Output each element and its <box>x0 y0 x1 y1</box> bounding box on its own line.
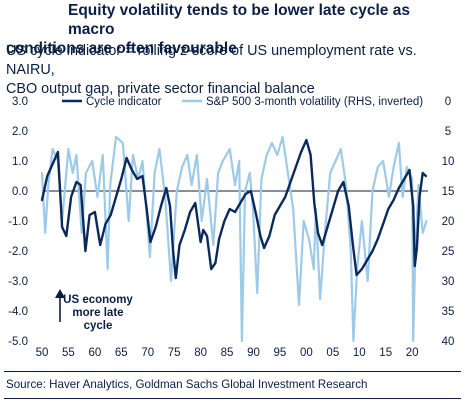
annotation-arrow-icon <box>55 289 65 298</box>
y-left-tick-label: 0.0 <box>12 186 28 198</box>
y-left-tick-label: 2.0 <box>12 126 28 138</box>
chart-title: Equity volatility tends to be lower late… <box>6 1 426 58</box>
series-line-sp500-volatility <box>40 135 428 343</box>
x-tick-label: 80 <box>194 347 207 359</box>
legend-label-sp500-volatility: S&P 500 3-month volatility (RHS, inverte… <box>206 96 423 108</box>
x-tick-label: 70 <box>141 347 154 359</box>
y-left-tick-label: -1.0 <box>8 216 28 228</box>
chart-title-line-1: Equity volatility tends to be lower late… <box>68 2 410 38</box>
y-left-tick-label: -3.0 <box>8 276 28 288</box>
x-tick-label: 50 <box>36 347 49 359</box>
chart-subtitle: US cycle indicator = rolling z-score of … <box>6 42 461 99</box>
x-tick-label: 65 <box>115 347 128 359</box>
y-right-tick-label: 35 <box>442 306 455 318</box>
x-tick-label: 15 <box>379 347 392 359</box>
y-right-tick-label: 30 <box>442 276 455 288</box>
legend-label-cycle-indicator: Cycle indicator <box>86 96 162 108</box>
y-left-tick-label: 3.0 <box>12 96 28 108</box>
x-tick-label: 20 <box>406 347 419 359</box>
x-tick-label: 10 <box>353 347 366 359</box>
y-right-tick-label: 5 <box>445 126 451 138</box>
chart-subtitle-line-2: CBO output gap, private sector financial… <box>6 81 315 97</box>
series-line-cycle-indicator <box>40 138 428 280</box>
x-tick-label: 90 <box>247 347 260 359</box>
x-tick-label: 55 <box>62 347 75 359</box>
y-right-tick-label: 10 <box>442 156 455 168</box>
y-right-tick-label: 15 <box>442 186 455 198</box>
y-left-tick-label: -5.0 <box>8 336 28 348</box>
annotation-line-1: US economy <box>63 294 133 306</box>
x-tick-label: 75 <box>168 347 181 359</box>
annotation-line-3: cycle <box>84 320 113 332</box>
y-right-tick-label: 20 <box>442 216 455 228</box>
x-tick-label: 00 <box>300 347 313 359</box>
y-right-tick-label: 25 <box>442 246 455 258</box>
x-tick-label: 95 <box>274 347 287 359</box>
y-left-tick-label: -2.0 <box>8 246 28 258</box>
y-left-tick-label: 1.0 <box>12 156 28 168</box>
x-tick-label: 05 <box>326 347 339 359</box>
y-right-tick-label: 40 <box>442 336 455 348</box>
chart-subtitle-line-1: US cycle indicator = rolling z-score of … <box>6 43 417 78</box>
y-left-tick-label: -4.0 <box>8 306 28 318</box>
chart-title-line-2: conditions are often favourable <box>6 40 237 57</box>
x-tick-label: 85 <box>221 347 234 359</box>
y-right-tick-label: 0 <box>445 96 451 108</box>
source-divider <box>4 371 461 372</box>
x-tick-label: 60 <box>88 347 101 359</box>
bottom-divider <box>4 398 461 399</box>
annotation-line-2: more late <box>72 307 123 319</box>
source-note: Source: Haver Analytics, Goldman Sachs G… <box>6 378 368 391</box>
